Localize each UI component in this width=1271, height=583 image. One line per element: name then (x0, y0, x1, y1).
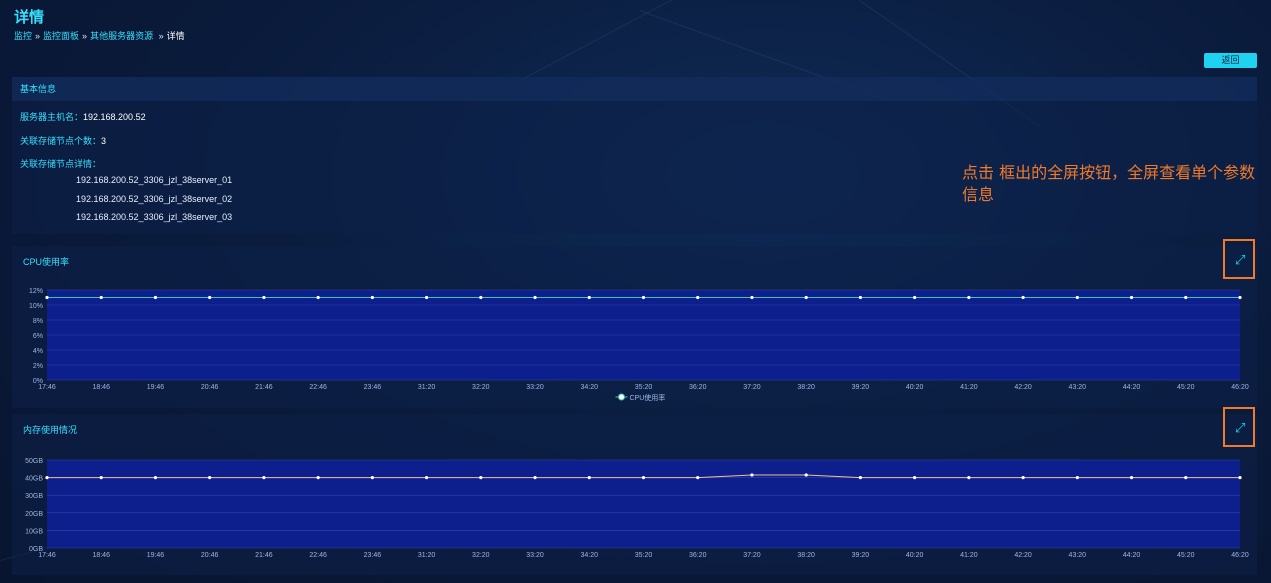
hostname-label: 服务器主机名： (20, 112, 84, 122)
breadcrumb-item-other-servers[interactable]: 其他服务器资源 (90, 31, 154, 41)
cpu-chart-panel: CPU使用率 (12, 246, 1257, 408)
memory-expand-highlight: ⤢ (1223, 407, 1255, 447)
nodes-label: 关联存储节点详情： (20, 159, 102, 169)
node-count-row: 关联存储节点个数：3 (20, 134, 106, 147)
breadcrumb-item-monitor[interactable]: 监控 (14, 31, 33, 41)
back-button[interactable]: 返回 (1204, 53, 1257, 68)
expand-icon[interactable]: ⤢ (1235, 420, 1246, 435)
breadcrumb-item-current: 详情 (166, 31, 185, 41)
node-item: 192.168.200.52_3306_jzl_38server_01 (76, 175, 233, 185)
node-count-label: 关联存储节点个数： (20, 136, 102, 146)
breadcrumb-item-dashboard[interactable]: 监控面板 (43, 31, 80, 41)
breadcrumb: 监控» 监控面板» 其他服务器资源 » 详情 (14, 31, 185, 41)
background-line (520, 0, 786, 81)
page-title: 详情 (14, 9, 45, 26)
node-item: 192.168.200.52_3306_jzl_38server_03 (76, 212, 233, 222)
basic-info-panel: 基本信息 服务器主机名：192.168.200.52 关联存储节点个数：3 关联… (12, 77, 1257, 234)
node-item: 192.168.200.52_3306_jzl_38server_02 (76, 194, 233, 204)
expand-icon[interactable]: ⤢ (1235, 252, 1246, 267)
hostname-row: 服务器主机名：192.168.200.52 (20, 110, 146, 123)
cpu-expand-highlight: ⤢ (1223, 239, 1255, 279)
hostname-value: 192.168.200.52 (83, 112, 146, 122)
memory-chart-panel: 内存使用情况 (12, 414, 1257, 575)
basic-info-header: 基本信息 (12, 77, 1257, 101)
annotation-text: 点击 框出的全屏按钮，全屏查看单个参数信息 (962, 163, 1256, 204)
memory-chart-title: 内存使用情况 (23, 425, 78, 435)
node-count-value: 3 (101, 136, 107, 146)
cpu-chart-title: CPU使用率 (23, 257, 70, 267)
